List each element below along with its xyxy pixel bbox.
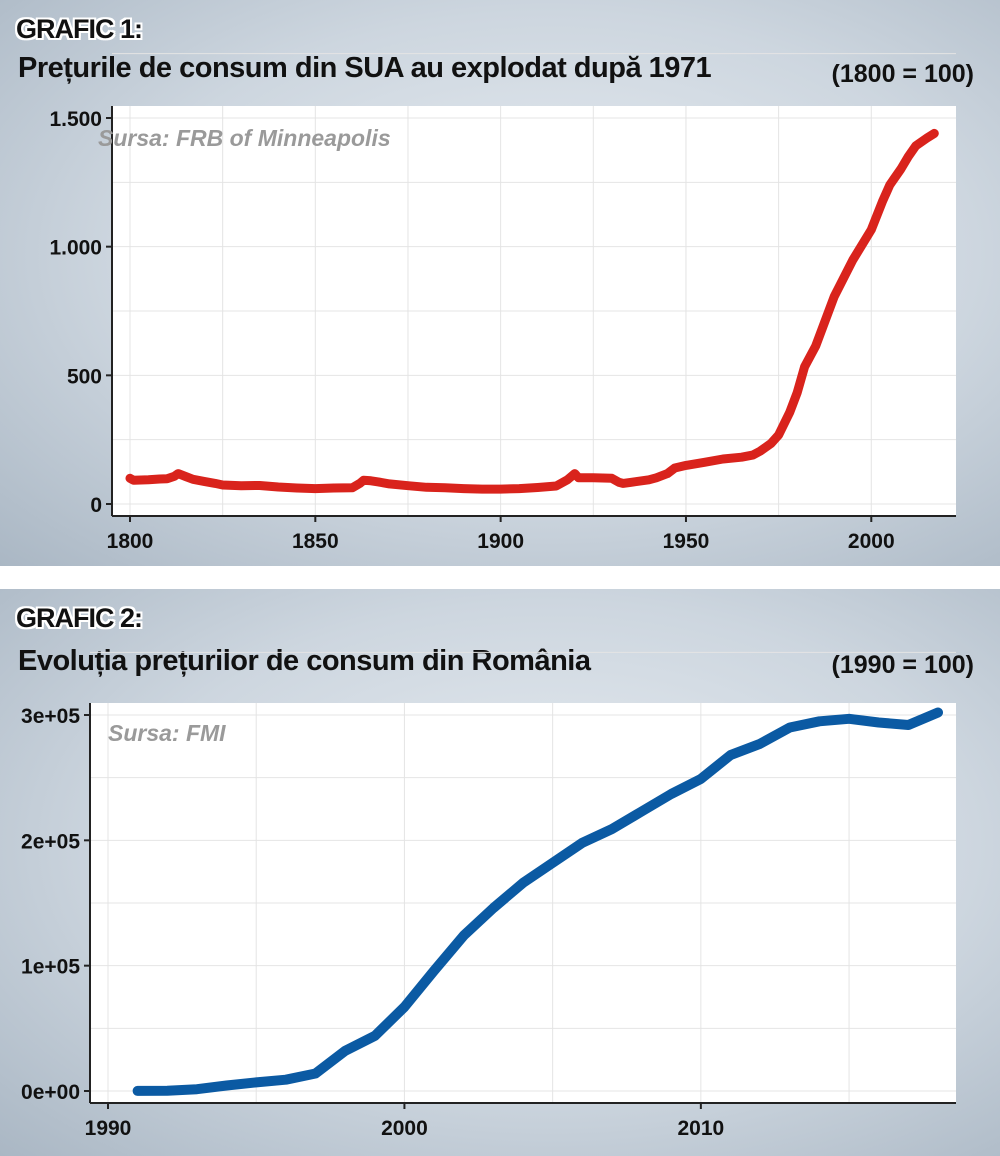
source-note: Sursa: FMI xyxy=(108,720,226,746)
x-tick-label: 1800 xyxy=(107,530,154,553)
series-line xyxy=(125,128,939,494)
y-tick-label: 0 xyxy=(90,494,102,517)
chart-title: Prețurile de consum din SUA au explodat … xyxy=(18,52,712,84)
x-tick-label: 1950 xyxy=(663,530,710,553)
series-line xyxy=(132,707,943,1096)
y-tick-label: 0e+00 xyxy=(21,1081,80,1104)
x-tick-label: 2000 xyxy=(381,1117,428,1140)
base-year-note: (1800 = 100) xyxy=(831,60,974,88)
x-tick-label: 1850 xyxy=(292,530,339,553)
y-tick-label: 500 xyxy=(67,365,102,388)
x-tick-label: 2000 xyxy=(848,530,895,553)
chart-label: GRAFIC 2: xyxy=(16,603,143,633)
y-tick-label: 1.000 xyxy=(49,237,102,260)
source-note: Sursa: FRB of Minneapolis xyxy=(98,125,391,151)
us-cpi-chart: 1800 1850 1900 1950 2000 0 500 1.000 1.500Sursa:… xyxy=(49,53,956,553)
chart-title: Evoluția prețurilor de consum din Români… xyxy=(18,645,591,677)
x-tick-label: 1900 xyxy=(477,530,524,553)
romania-cpi-chart: 1990 2000 2010 0e+00 1e+05 2e+05 3e+05 Sursa: F… xyxy=(21,651,956,1140)
base-year-note: (1990 = 100) xyxy=(831,651,974,679)
chart-panel-2: GRAFIC 2: Evoluția prețurilor de consum … xyxy=(0,589,1000,1156)
x-tick-label: 1990 xyxy=(85,1117,132,1140)
chart-label: GRAFIC 1: xyxy=(16,14,143,44)
x-tick-label: 2010 xyxy=(677,1117,724,1140)
y-tick-label: 3e+05 xyxy=(21,705,80,728)
y-tick-label: 2e+05 xyxy=(21,830,80,853)
y-tick-label: 1.500 xyxy=(49,108,102,131)
y-tick-label: 1e+05 xyxy=(21,956,80,979)
chart-panel-1: GRAFIC 1: Prețurile de consum din SUA au… xyxy=(0,0,1000,566)
